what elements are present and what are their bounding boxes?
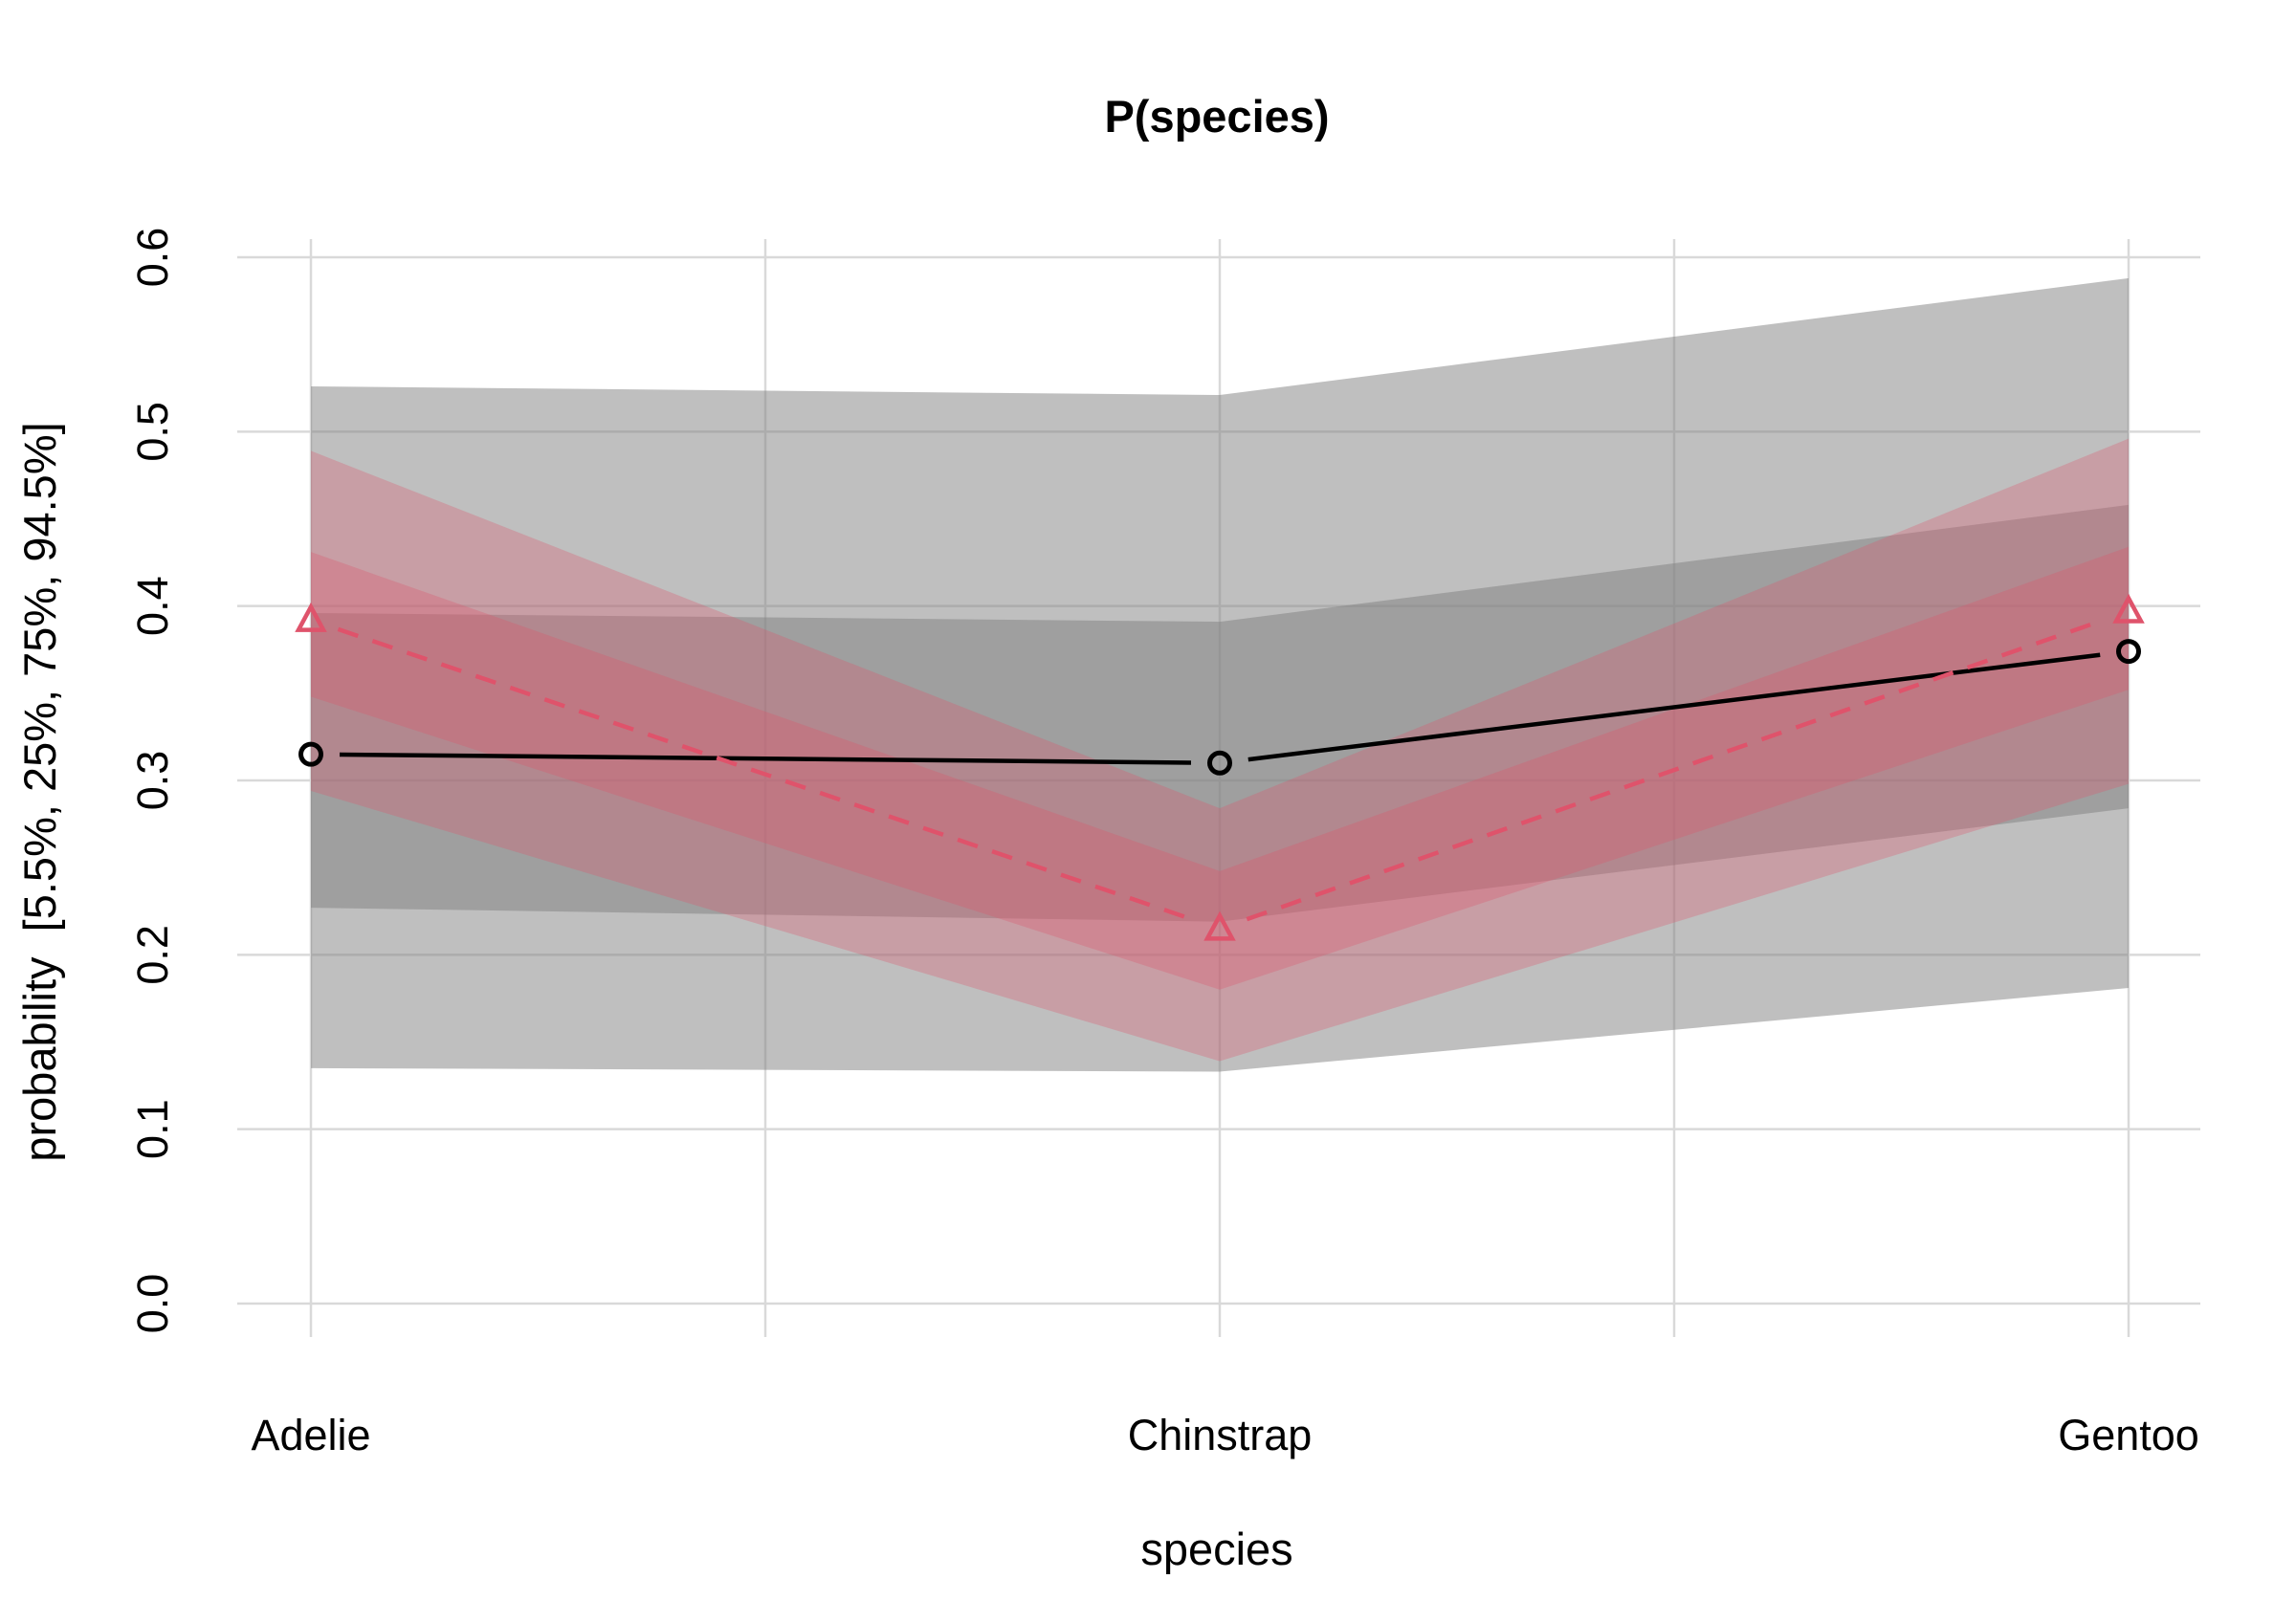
y-tick-label: 0.6 <box>128 228 177 288</box>
y-tick-label: 0.1 <box>128 1099 177 1159</box>
series-2-point <box>1203 910 1236 941</box>
interval-bands <box>311 277 2129 1072</box>
y-axis-label: probability [5.5%, 25%, 75%, 94.5%] <box>14 422 65 1161</box>
y-tick-label: 0.4 <box>128 576 177 636</box>
series-2-point <box>2112 593 2145 624</box>
series-2-segment <box>1246 618 2103 922</box>
x-axis-label: species <box>1140 1524 1292 1574</box>
series-2-point <box>295 602 327 632</box>
tick-labels: Adelie Chinstrap Gentoo 0.0 0.1 0.2 0.3 0.4 0.5 0… <box>128 228 2199 1459</box>
x-tick-label: Chinstrap <box>1128 1411 1313 1459</box>
series-1-point <box>2116 639 2141 665</box>
x-tick-label: Adelie <box>251 1411 370 1459</box>
band-outer-series-2 <box>311 438 2129 1062</box>
chart-title: P(species) <box>1104 91 1329 142</box>
band-inner-series-1 <box>311 504 2129 922</box>
series-1-point <box>298 741 323 767</box>
series-2-segment <box>337 626 1194 922</box>
series-lines <box>295 593 2145 941</box>
y-tick-label: 0.2 <box>128 925 177 985</box>
band-inner-series-2 <box>311 546 2129 990</box>
y-tick-label: 0.3 <box>128 751 177 811</box>
series-1-point <box>1207 750 1232 776</box>
y-tick-label: 0.0 <box>128 1274 177 1334</box>
series-1-segment <box>339 752 1192 765</box>
x-tick-label: Gentoo <box>2058 1411 2199 1459</box>
series-1-segment <box>1247 652 2101 762</box>
y-tick-label: 0.5 <box>128 402 177 462</box>
